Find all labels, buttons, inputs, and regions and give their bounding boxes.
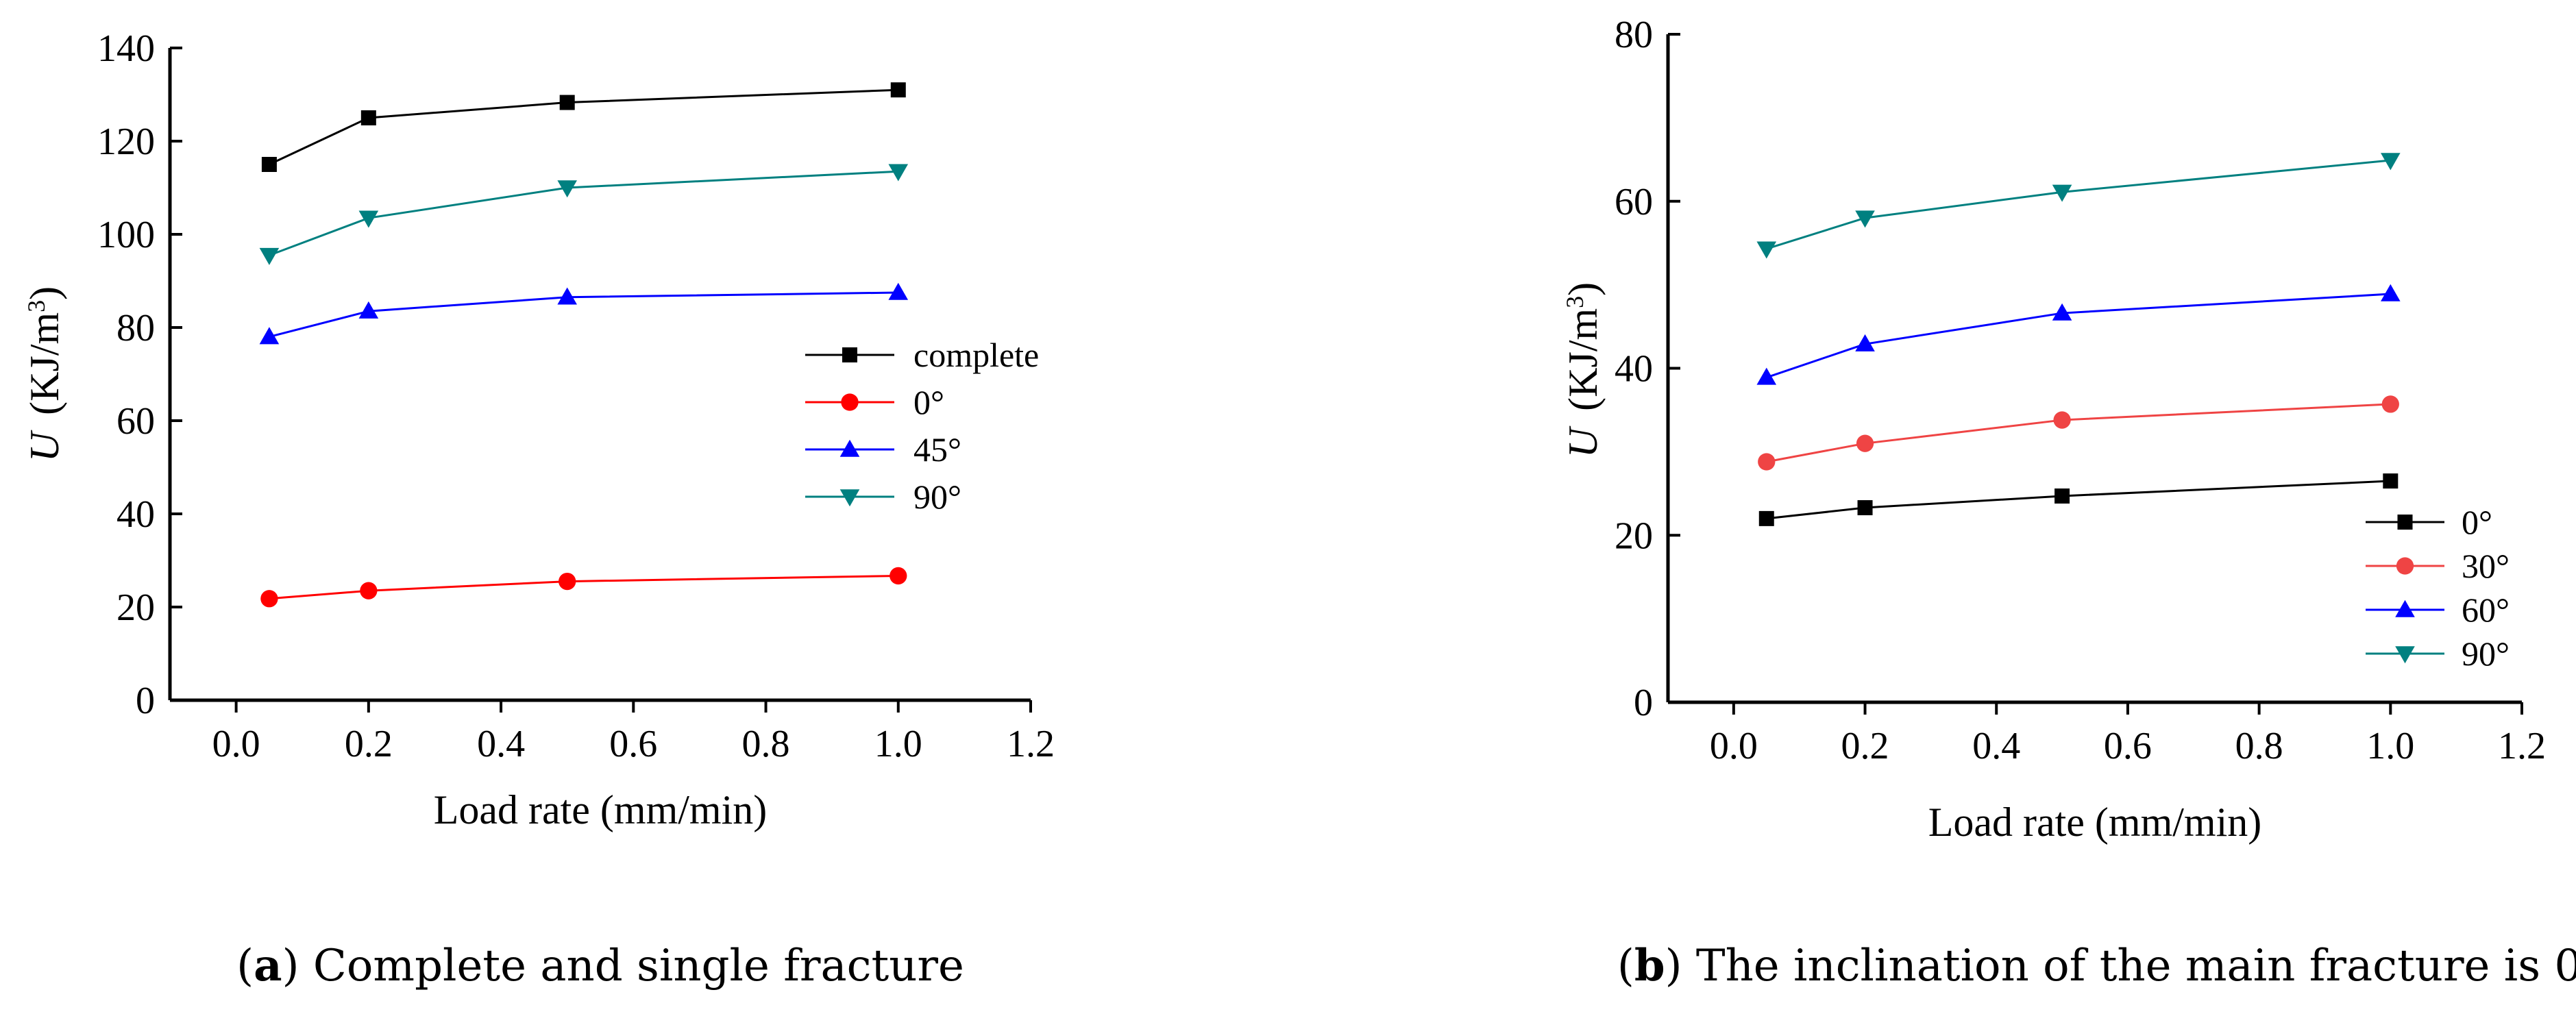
chart-a-series-line (269, 574, 898, 600)
chart-b-data-point (2381, 395, 2399, 413)
chart-b-data-point (1857, 500, 1873, 516)
chart-b-legend-marker (2395, 646, 2415, 664)
chart-a-x-tick-label: 0.4 (477, 723, 525, 765)
chart-a-y-tick-label: 120 (97, 121, 155, 163)
chart-a-y-tick-label: 40 (116, 493, 155, 536)
chart-a-data-point (360, 110, 376, 125)
chart-a-data-point (890, 567, 907, 585)
chart-b-data-point (2381, 284, 2401, 301)
chart-b-legend-label: 30° (2462, 547, 2510, 585)
chart-b-caption: (b) The inclination of the main fracture… (1617, 940, 2576, 991)
chart-b-data-point (1756, 241, 1777, 259)
chart-a-legend-marker (842, 347, 857, 362)
chart-a-y-tick-label: 80 (116, 307, 155, 349)
chart-a-x-tick-label: 0.6 (609, 723, 657, 765)
chart-a-y-tick-label: 100 (97, 214, 155, 256)
chart-a-data-point (260, 590, 278, 608)
chart-b-x-tick-label: 0.8 (2235, 725, 2283, 767)
chart-b-x-tick-label: 1.2 (2498, 725, 2546, 767)
chart-a-legend-marker (839, 439, 860, 457)
chart-a-x-tick-label: 0.2 (345, 723, 393, 765)
chart-a-legend-marker (841, 393, 859, 411)
chart-b-x-tick-label: 0.6 (2104, 725, 2152, 767)
chart-b-x-tick-label: 1.0 (2366, 725, 2414, 767)
chart-b-data-point (1758, 453, 1776, 471)
chart-b-data-point (1756, 367, 1777, 385)
chart-b-data-point (2052, 184, 2072, 202)
chart-b: 0 20 40 60 80 0.0 0.2 0.4 0.6 0.8 1.0 1.2 0° 30° 60°… (1560, 14, 2576, 991)
chart-b-data-point (2054, 488, 2070, 504)
chart-b-data-point (1856, 434, 1874, 452)
chart-b-legend-marker (2397, 515, 2413, 530)
chart-a-data-point (890, 82, 906, 98)
chart-a-legend-label: 45° (913, 430, 961, 469)
chart-a: 0 20 40 60 80 100 120 140 0.0 0.2 0.4 0.6 0.8 1.0 1.2… (22, 27, 1055, 991)
chart-b-y-axis-label: U (KJ/m3) (1560, 282, 1606, 458)
chart-a-series-line (269, 291, 898, 338)
chart-b-data-point (2052, 303, 2072, 321)
chart-b-legend-label: 90° (2462, 634, 2510, 673)
chart-b-series-line (1766, 159, 2391, 250)
chart-b-legend-marker (2396, 557, 2414, 575)
chart-a-data-point (559, 572, 576, 591)
chart-a-y-tick-label: 60 (116, 400, 155, 443)
chart-b-data-point (1758, 510, 1774, 526)
chart-a-series-line (269, 88, 898, 166)
chart-b-data-point (2383, 473, 2399, 489)
chart-a-y-axis-label: U (KJ/m3) (22, 286, 67, 462)
chart-a-y-tick-label: 140 (97, 27, 155, 70)
chart-b-series-line (1766, 480, 2391, 520)
chart-a-legend-label: 90° (913, 478, 961, 516)
chart-a-data-point (557, 180, 577, 198)
chart-b-x-tick-label: 0.4 (1972, 725, 2020, 767)
chart-b-y-tick-label: 0 (1634, 682, 1653, 724)
chart-a-x-tick-label: 0.8 (742, 723, 790, 765)
chart-a-x-tick-label: 1.2 (1007, 723, 1055, 765)
chart-b-legend-label: 60° (2462, 591, 2510, 629)
chart-a-data-point (360, 582, 378, 599)
chart-b-data-point (1855, 334, 1875, 351)
chart-b-legend-marker (2395, 599, 2415, 617)
chart-b-legend-label: 0° (2462, 503, 2492, 541)
chart-a-caption: (a) Complete and single fracture (236, 940, 964, 991)
chart-a-data-point (259, 247, 280, 265)
chart-b-data-point (2381, 153, 2401, 171)
chart-b-series-line (1766, 403, 2391, 463)
chart-b-y-tick-label: 20 (1615, 515, 1653, 557)
chart-b-data-point (1855, 210, 1875, 228)
chart-a-legend-marker (839, 489, 860, 507)
chart-a-legend-label: 0° (913, 383, 944, 421)
chart-b-y-tick-label: 60 (1615, 181, 1653, 223)
chart-b-x-tick-label: 0.2 (1841, 725, 1889, 767)
chart-b-y-tick-label: 40 (1615, 348, 1653, 391)
chart-b-y-tick-label: 80 (1615, 14, 1653, 56)
chart-a-data-point (888, 282, 909, 300)
chart-a-data-point (559, 95, 575, 110)
chart-a-data-point (261, 157, 277, 172)
chart-a-x-axis-label: Load rate (mm/min) (434, 787, 768, 832)
chart-a-data-point (557, 287, 577, 305)
chart-a-y-tick-label: 0 (136, 680, 155, 722)
chart-a-data-point (888, 164, 909, 182)
chart-a-data-point (259, 327, 280, 345)
chart-a-x-tick-label: 1.0 (874, 723, 922, 765)
chart-a-series-line (269, 170, 898, 257)
chart-b-data-point (2053, 411, 2071, 429)
chart-b-x-axis-label: Load rate (mm/min) (1928, 800, 2262, 845)
chart-a-data-point (358, 210, 379, 228)
chart-a-legend-label: complete (913, 336, 1039, 374)
chart-a-x-tick-label: 0.0 (212, 723, 260, 765)
chart-b-series-line (1766, 293, 2391, 379)
chart-a-y-tick-label: 20 (116, 586, 155, 629)
chart-b-x-tick-label: 0.0 (1710, 725, 1758, 767)
chart-a-data-point (358, 301, 379, 319)
